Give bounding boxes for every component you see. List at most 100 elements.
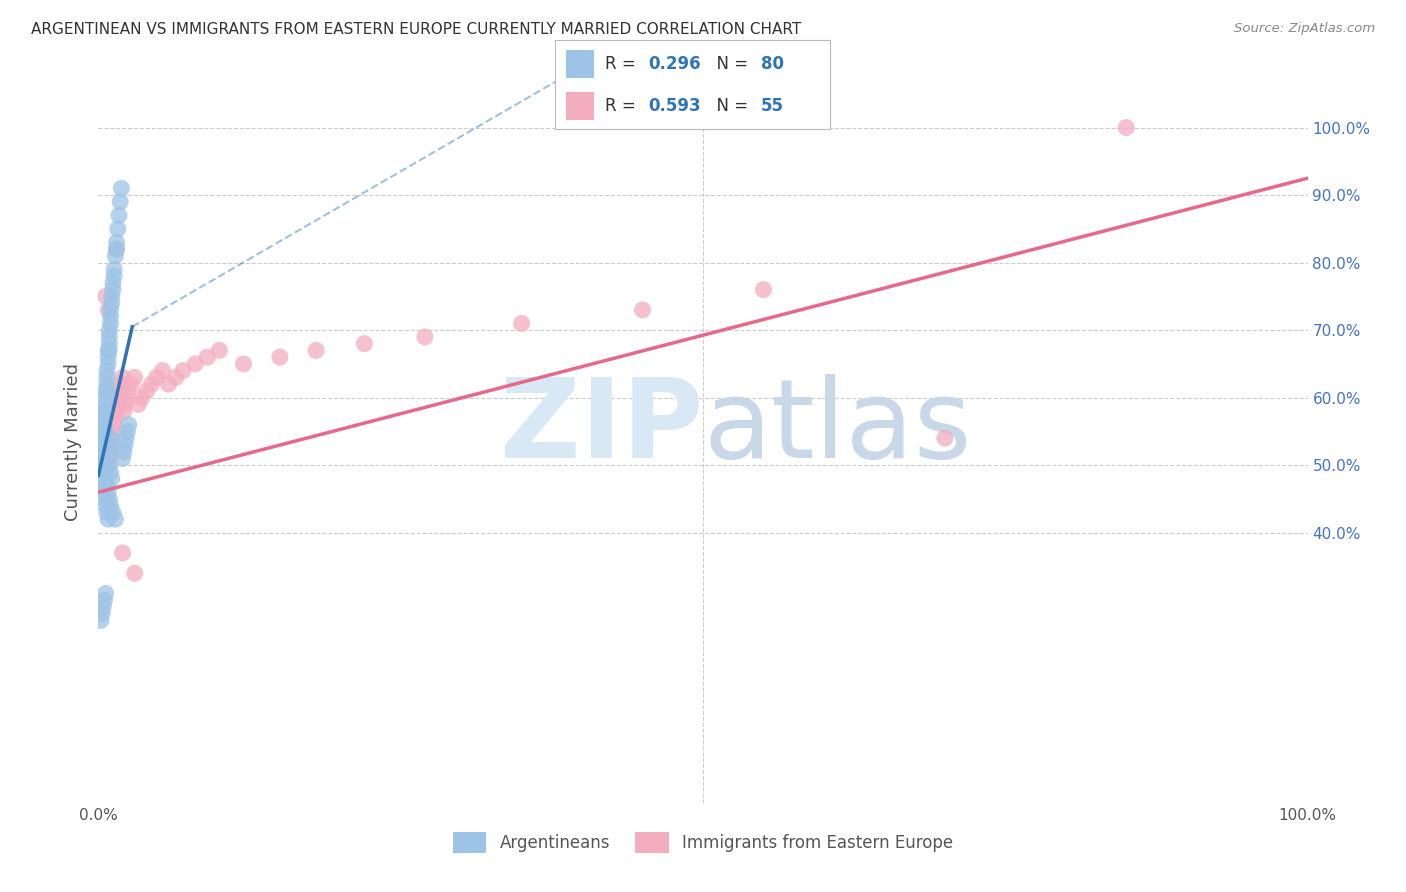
Point	[93, 485, 115, 500]
Point	[98, 444, 121, 458]
Point	[100, 438, 122, 452]
Point	[100, 317, 122, 331]
Text: 80: 80	[761, 55, 785, 73]
Point	[114, 397, 136, 411]
Point	[120, 377, 142, 392]
Point	[100, 444, 122, 458]
Point	[105, 404, 128, 418]
Point	[94, 586, 117, 600]
Point	[96, 370, 118, 384]
Point	[103, 262, 125, 277]
Point	[105, 242, 128, 256]
Point	[90, 614, 112, 628]
Point	[90, 444, 112, 458]
Point	[1115, 120, 1137, 135]
Point	[93, 491, 115, 506]
Point	[100, 465, 122, 479]
Point	[510, 317, 533, 331]
Text: R =: R =	[605, 55, 641, 73]
Point	[96, 377, 118, 392]
Point	[96, 384, 118, 398]
Point	[90, 458, 112, 472]
Text: R =: R =	[605, 97, 641, 115]
Point	[114, 438, 136, 452]
Point	[100, 296, 122, 310]
Point	[100, 302, 122, 317]
Point	[96, 438, 118, 452]
Point	[91, 431, 114, 445]
Point	[91, 472, 114, 486]
Point	[108, 391, 131, 405]
Point	[100, 499, 122, 513]
Point	[98, 451, 121, 466]
Point	[165, 370, 187, 384]
Point	[97, 512, 120, 526]
Point	[141, 377, 163, 392]
Point	[98, 491, 121, 506]
Point	[98, 336, 121, 351]
Point	[157, 377, 180, 392]
Point	[111, 370, 134, 384]
Point	[91, 438, 114, 452]
Point	[107, 222, 129, 236]
Point	[100, 289, 122, 303]
Point	[91, 444, 114, 458]
Point	[97, 343, 120, 358]
Point	[135, 384, 157, 398]
Point	[98, 458, 121, 472]
Point	[94, 384, 117, 398]
Point	[91, 599, 114, 614]
Point	[97, 451, 120, 466]
Legend: Argentineans, Immigrants from Eastern Europe: Argentineans, Immigrants from Eastern Eu…	[446, 826, 960, 860]
Point	[934, 431, 956, 445]
Text: Source: ZipAtlas.com: Source: ZipAtlas.com	[1234, 22, 1375, 36]
Text: N =: N =	[706, 97, 754, 115]
Text: 0.296: 0.296	[648, 55, 702, 73]
Point	[118, 384, 141, 398]
Point	[100, 310, 122, 324]
Point	[94, 404, 117, 418]
Text: ARGENTINEAN VS IMMIGRANTS FROM EASTERN EUROPE CURRENTLY MARRIED CORRELATION CHAR: ARGENTINEAN VS IMMIGRANTS FROM EASTERN E…	[31, 22, 801, 37]
Point	[104, 411, 127, 425]
Point	[108, 384, 131, 398]
Bar	[567, 92, 593, 120]
Point	[107, 397, 129, 411]
Point	[195, 350, 218, 364]
Point	[353, 336, 375, 351]
Point	[115, 391, 138, 405]
Point	[184, 357, 207, 371]
Point	[97, 458, 120, 472]
Point	[96, 444, 118, 458]
Point	[108, 194, 131, 209]
Point	[103, 417, 125, 432]
Point	[111, 451, 134, 466]
Point	[413, 330, 436, 344]
Point	[305, 343, 328, 358]
Point	[93, 465, 115, 479]
Point	[124, 370, 146, 384]
Point	[98, 323, 121, 337]
Point	[91, 458, 114, 472]
Point	[105, 242, 128, 256]
Point	[269, 350, 291, 364]
Point	[93, 411, 115, 425]
Point	[104, 512, 127, 526]
Point	[91, 451, 114, 466]
Point	[97, 357, 120, 371]
Point	[91, 425, 114, 439]
Point	[93, 425, 115, 439]
Point	[94, 499, 117, 513]
Point	[91, 607, 114, 621]
Y-axis label: Currently Married: Currently Married	[65, 362, 83, 521]
Text: 0.593: 0.593	[648, 97, 702, 115]
Point	[232, 357, 254, 371]
Point	[98, 438, 121, 452]
Text: atlas: atlas	[703, 374, 972, 481]
Point	[101, 425, 124, 439]
Point	[124, 566, 146, 581]
Point	[97, 302, 120, 317]
Point	[100, 431, 122, 445]
Point	[131, 391, 153, 405]
Point	[118, 417, 141, 432]
Point	[145, 370, 167, 384]
